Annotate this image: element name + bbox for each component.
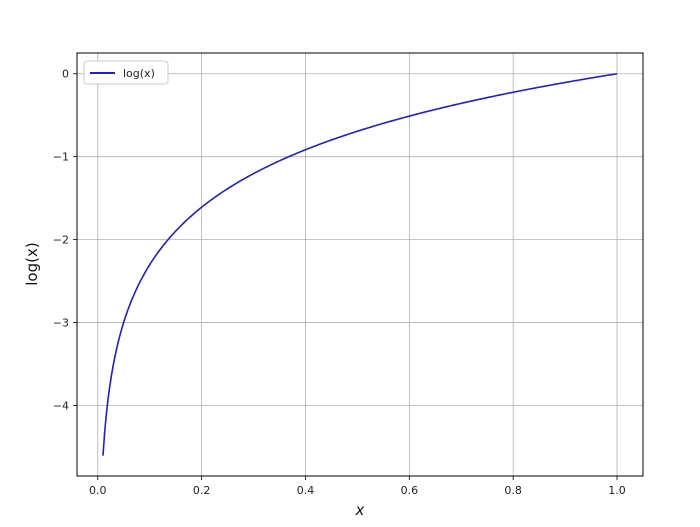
y-tick-label: −1 [53, 151, 69, 164]
legend-entry-log-x: log(x) [123, 67, 155, 80]
y-tick-label: −2 [53, 234, 69, 247]
series-group [102, 72, 618, 456]
y-axis: 0 −1 −2 −3 −4 [53, 68, 77, 413]
legend: log(x) [83, 60, 169, 85]
x-tick-label: 0.0 [89, 484, 107, 497]
x-tick-label: 0.8 [504, 484, 522, 497]
legend-box [83, 60, 169, 85]
x-tick-label: 0.6 [401, 484, 419, 497]
series-line-log-x [102, 72, 618, 456]
grid [77, 53, 643, 476]
y-axis-label: log(x) [23, 242, 41, 285]
y-tick-label: −4 [53, 400, 69, 413]
y-tick-label: −3 [53, 317, 69, 330]
y-tick-label: 0 [62, 68, 69, 81]
plot-area-frame [76, 52, 644, 477]
x-tick-label: 1.0 [608, 484, 626, 497]
x-axis-label: x [355, 501, 365, 519]
x-axis: 0.0 0.2 0.4 0.6 0.8 1.0 [89, 476, 626, 497]
x-tick-label: 0.2 [193, 484, 211, 497]
x-tick-label: 0.4 [297, 484, 315, 497]
